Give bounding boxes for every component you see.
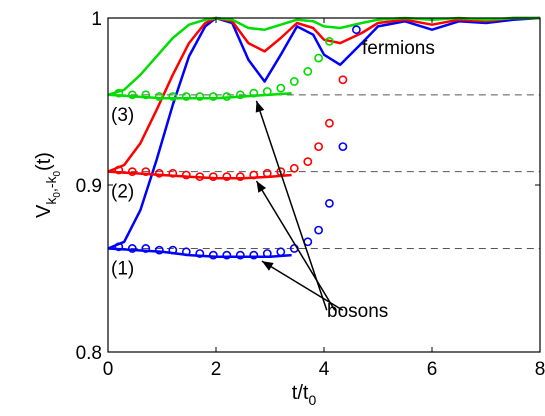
boson-point-series-1: [168, 245, 178, 255]
boson-point-series-1: [262, 249, 272, 258]
bosons-arrow-1: [255, 100, 328, 311]
boson-point-series-2: [249, 170, 259, 180]
boson-point-series-1: [276, 247, 286, 257]
boson-point-series-3: [181, 92, 191, 101]
fermion-curve-series-1: [107, 16, 541, 250]
boson-point-series-1: [154, 245, 164, 255]
boson-point-series-3: [262, 87, 272, 96]
boson-point-series-1: [351, 25, 361, 35]
boson-point-series-2: [303, 157, 313, 167]
reference-lines: [118, 94, 540, 249]
x-tick-label: 2: [211, 359, 222, 380]
series-label-3: (3): [111, 105, 134, 126]
boson-point-series-1: [181, 247, 191, 257]
boson-point-series-2: [181, 170, 191, 180]
boson-point-series-1: [324, 198, 334, 208]
boson-point-series-1: [314, 225, 323, 235]
boson-point-series-3: [208, 92, 218, 101]
x-tick-label: 0: [103, 359, 114, 380]
boson-point-series-3: [235, 90, 245, 100]
boson-point-series-2: [141, 167, 151, 177]
boson-point-series-3: [195, 92, 205, 101]
x-tick-label: 8: [535, 359, 545, 380]
x-axis-label: t/t0: [292, 382, 317, 408]
y-axis-ticks: 0.8 0.9 1: [76, 9, 540, 364]
y-tick-label: 1: [91, 9, 102, 30]
annotation-arrows: [255, 100, 344, 311]
boson-point-series-3: [276, 83, 286, 93]
boson-point-series-1: [235, 250, 245, 260]
bosons-arrowhead-3: [261, 261, 274, 271]
boson-point-series-1: [127, 244, 137, 253]
x-axis-label-subscript: 0: [308, 392, 316, 408]
boson-point-series-3: [168, 92, 178, 101]
boson-point-series-3: [222, 92, 232, 101]
y-axis-label-main: V: [33, 204, 55, 218]
boson-point-series-2: [289, 163, 299, 173]
y-axis-label-tail: (t): [33, 152, 55, 171]
fermion-curve-series-3: [107, 16, 540, 96]
boson-point-series-3: [314, 53, 323, 63]
boson-point-series-2: [195, 172, 205, 182]
boson-point-series-1: [195, 249, 205, 258]
boson-point-series-1: [114, 242, 124, 252]
boson-point-series-3: [289, 77, 299, 86]
y-tick-label: 0.8: [76, 343, 102, 364]
x-tick-label: 6: [427, 359, 438, 380]
y-axis-label: Vk0,-k0(t): [33, 152, 63, 218]
boson-point-series-2: [262, 168, 272, 178]
series-points: [114, 25, 361, 260]
boson-point-series-1: [249, 250, 259, 260]
y-axis-label-sub-0: 0: [52, 192, 63, 198]
x-axis-ticks: 0 2 4 6 8: [103, 18, 545, 380]
x-tick-label: 4: [319, 359, 330, 380]
fermion-curve-series-2: [107, 16, 540, 173]
boson-point-series-2: [235, 172, 245, 182]
boson-point-series-1: [222, 250, 232, 260]
boson-point-series-3: [114, 88, 124, 98]
bosons-arrow-2: [255, 180, 336, 311]
boson-point-series-1: [208, 250, 218, 260]
series-curves: [107, 16, 541, 259]
boson-point-series-2: [208, 172, 218, 182]
fermions-annotation: fermions: [362, 38, 435, 59]
boson-point-series-3: [303, 67, 313, 76]
bosons-annotation: bosons: [327, 301, 388, 322]
boson-point-series-2: [154, 168, 164, 178]
boson-point-series-2: [338, 75, 348, 85]
y-axis-label-sub-0b: 0: [52, 170, 63, 176]
boson-point-series-2: [314, 142, 323, 151]
y-axis-label-mid: ,-k: [43, 176, 59, 193]
boson-point-series-3: [154, 92, 164, 101]
boson-point-series-2: [168, 168, 178, 178]
boson-point-series-3: [127, 90, 137, 100]
y-axis-label-sub-k: k: [43, 197, 59, 205]
boson-point-series-3: [324, 36, 334, 46]
y-tick-label: 0.9: [76, 176, 102, 197]
boson-point-series-2: [127, 167, 137, 177]
boson-point-series-2: [324, 118, 334, 128]
boson-point-series-1: [141, 244, 151, 253]
bosons-arrowhead-1: [255, 100, 265, 113]
boson-point-series-1: [338, 142, 348, 151]
boson-point-series-2: [222, 172, 232, 182]
x-axis-label-main: t/t: [292, 382, 309, 404]
series-label-1: (1): [111, 259, 134, 280]
boson-point-series-2: [114, 165, 124, 175]
series-labels: (1) (2) (3): [111, 105, 134, 280]
series-label-2: (2): [111, 182, 134, 203]
bosons-arrow-3: [261, 260, 344, 311]
boson-point-series-3: [141, 90, 151, 100]
bosons-arrowhead-2: [256, 180, 267, 193]
boson-point-series-3: [249, 88, 259, 98]
